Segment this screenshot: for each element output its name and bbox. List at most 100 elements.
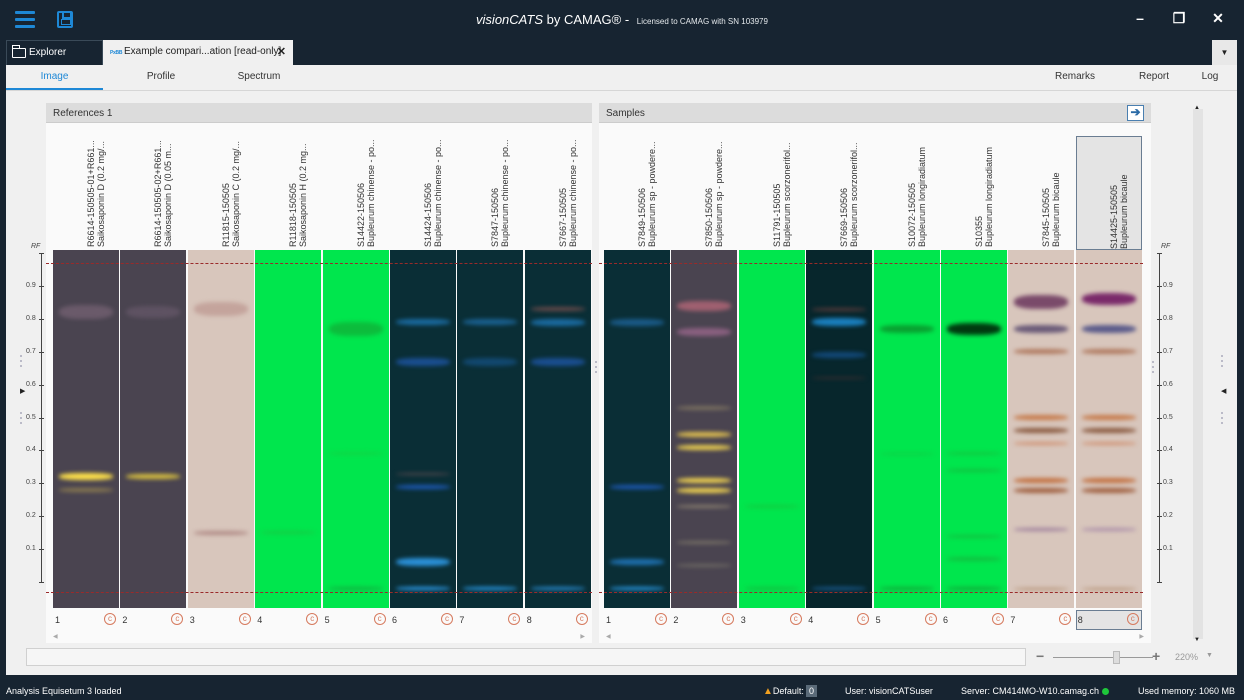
lane-description: Bupleurum chinense - po... (500, 139, 511, 247)
zoom-out-button[interactable]: − (1036, 648, 1045, 664)
chromatogram-band (812, 587, 867, 591)
track-image-5[interactable] (873, 250, 940, 608)
chromatogram-band (1081, 487, 1136, 493)
track-image-2[interactable] (120, 250, 187, 608)
lane-header-2[interactable]: R6614-150505-02+R661... Saikosaponin D (0… (120, 139, 186, 247)
tab-spectrum[interactable]: Spectrum (237, 71, 281, 82)
lane-header-6[interactable]: S14424-150506 Bupleurum chinense - po... (390, 139, 456, 247)
lane-header-7[interactable]: S7847-150506 Bupleurum chinense - po... (457, 139, 523, 247)
track-image-6[interactable] (941, 250, 1007, 608)
tab-example-comparison[interactable]: PxBB Example compari...ation [read-only]… (103, 40, 293, 65)
lane-title: S10072-150505 Bupleurum longiradiatum (907, 139, 927, 247)
tab-log[interactable]: Log (1201, 71, 1219, 82)
track-image-5[interactable] (322, 250, 389, 608)
rf-tick-label: 0.9 (1163, 281, 1173, 289)
lane-id: R6614-150505-02+R661... (153, 140, 164, 247)
default-warnings[interactable]: ▲Default: 0 (763, 685, 817, 697)
copyright-icon: c (1059, 613, 1072, 625)
chromatogram-band (879, 324, 934, 333)
chromatogram-band (463, 319, 518, 326)
restore-button[interactable]: ❐ (1172, 10, 1186, 26)
status-user: User: visionCATSuser (845, 686, 933, 696)
rf-axis-right: RF 0.9 0.8 0.7 0.6 0.5 0.4 0.3 0.2 0.1 (1153, 243, 1183, 593)
track-image-7[interactable] (457, 250, 524, 608)
chromatogram-band (126, 474, 181, 480)
track-image-8[interactable] (524, 250, 591, 608)
tab-report[interactable]: Report (1138, 71, 1169, 82)
lane-header-5[interactable]: S14422-150506 Bupleurum chinense - po... (323, 139, 389, 247)
tab-list-dropdown[interactable]: ▼ (1212, 40, 1237, 65)
zoom-slider-thumb[interactable] (1113, 651, 1120, 664)
lane-header-3[interactable]: S11791-150505 Bupleurum scorzonerifol... (739, 139, 805, 247)
lane-header-7[interactable]: S7845-150505 Bupleurum bicaule (1008, 139, 1074, 247)
lane-number: 4 (808, 615, 814, 625)
lane-number: 7 (1010, 615, 1016, 625)
vertical-scrollbar[interactable] (1193, 109, 1203, 639)
track-image-4[interactable] (806, 250, 873, 608)
rf-tick-label: 0.1 (26, 545, 36, 553)
rf-tick-label: 0.6 (26, 380, 36, 388)
zoom-level[interactable]: 220% (1175, 652, 1199, 662)
lane-title: S11791-150505 Bupleurum scorzonerifol... (772, 139, 792, 247)
solvent-front-line (46, 263, 593, 264)
tab-remarks[interactable]: Remarks (1054, 71, 1095, 82)
rf-tick (1157, 318, 1162, 320)
arrow-right-icon[interactable]: ➔ (1127, 105, 1144, 121)
chromatogram-band (610, 559, 664, 566)
tab-document-label: Example compari...ation [read-only] (124, 46, 282, 57)
rf-tick (39, 516, 44, 518)
splitter-grip-icon[interactable] (1221, 412, 1224, 427)
chromatogram-band (530, 307, 585, 312)
lane-header-4[interactable]: R11818-150505 Saikosaponin H (0.2 mg... (255, 139, 321, 247)
tab-explorer[interactable]: Explorer (6, 40, 103, 65)
zoom-dropdown-icon[interactable]: ▼ (1206, 652, 1213, 659)
lane-id: R6614-150505-01+R661... (86, 140, 96, 247)
lane-header-3[interactable]: R11815-150505 Saikosaponin C (0.2 mg/... (188, 139, 254, 247)
zoom-in-button[interactable]: + (1152, 648, 1161, 664)
panel-splitter-grip-icon[interactable] (595, 361, 598, 376)
lane-header-1[interactable]: S7849-150506 Bupleurum sp - powdere... (604, 139, 670, 247)
track-image-6[interactable] (390, 250, 456, 608)
lane-header-1[interactable]: R6614-150505-01+R661... Saikosaponin D (0… (53, 139, 119, 247)
tab-image[interactable]: Image (40, 71, 69, 82)
track-image-8[interactable] (1075, 250, 1142, 608)
rf-tick (1157, 516, 1162, 518)
view-tabs: Image Profile Spectrum Remarks Report Lo… (6, 65, 1237, 91)
references-horizontal-scrollbar[interactable]: ◀ ▶ (53, 634, 585, 640)
track-image-4[interactable] (255, 250, 322, 608)
tab-profile[interactable]: Profile (146, 71, 176, 82)
save-icon[interactable] (57, 11, 73, 28)
track-image-3[interactable] (187, 250, 254, 608)
scroll-up-icon[interactable]: ▲ (1194, 105, 1200, 111)
lane-description: Saikosaponin H (0.2 mg... (298, 143, 309, 247)
splitter-grip-icon[interactable] (20, 355, 23, 370)
expand-left-panel-icon[interactable]: ▶ (20, 388, 26, 395)
track-image-2[interactable] (671, 250, 738, 608)
scroll-down-icon[interactable]: ▼ (1194, 637, 1200, 643)
track-image-1[interactable] (604, 250, 670, 608)
samples-horizontal-scrollbar[interactable]: ◀ ▶ (606, 634, 1144, 640)
lane-header-8[interactable]: S14425-150505 Bupleurum bicaule (1075, 136, 1142, 250)
lane-header-2[interactable]: S7850-150506 Bupleurum sp - powdere... (671, 139, 737, 247)
lane-header-6[interactable]: S10355 Bupleurum longiradiatum (941, 139, 1007, 247)
track-image-7[interactable] (1008, 250, 1075, 608)
splitter-grip-icon[interactable] (20, 412, 23, 427)
lane-header-5[interactable]: S10072-150505 Bupleurum longiradiatum (874, 139, 940, 247)
rf-axis-end-tick (1157, 582, 1162, 583)
splitter-grip-icon[interactable] (1152, 361, 1155, 376)
close-tab-icon[interactable]: ✕ (276, 46, 286, 58)
lane-header-4[interactable]: S7669-150506 Bupleurum scorzonerifol... (806, 139, 872, 247)
zoom-slider[interactable] (1053, 657, 1153, 658)
chromatogram-band (396, 558, 450, 567)
minimize-button[interactable]: – (1136, 10, 1144, 26)
close-window-button[interactable]: ✕ (1212, 10, 1224, 26)
track-image-3[interactable] (738, 250, 805, 608)
splitter-grip-icon[interactable] (1221, 355, 1224, 370)
track-image-1[interactable] (53, 250, 119, 608)
lane-header-8[interactable]: S7667-150505 Bupleurum chinense - po... (525, 139, 591, 247)
expand-right-panel-icon[interactable]: ◀ (1221, 388, 1227, 395)
comment-field[interactable] (26, 648, 1026, 666)
hamburger-menu-icon[interactable] (15, 11, 35, 29)
lane-title: S14422-150506 Bupleurum chinense - po... (356, 139, 376, 247)
chromatogram-band (677, 405, 732, 410)
